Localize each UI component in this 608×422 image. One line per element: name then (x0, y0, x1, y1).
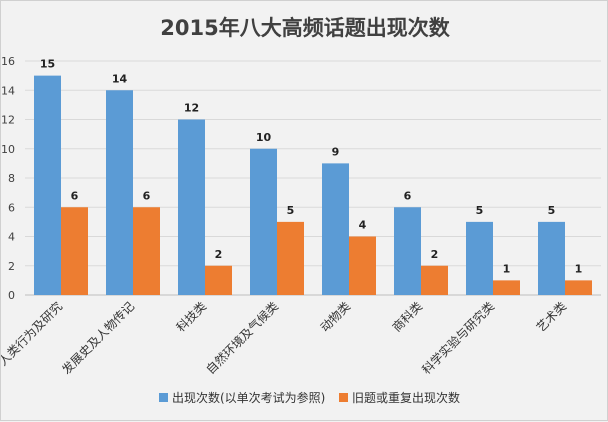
bar-occurrences (538, 221, 565, 295)
y-tick-label: 6 (8, 201, 15, 214)
data-label: 2 (215, 248, 223, 261)
legend-label: 旧题或重复出现次数 (352, 390, 460, 405)
data-label: 10 (256, 131, 272, 144)
bar-repeated (61, 207, 88, 295)
legend-label: 出现次数(以单次考试为参照) (172, 390, 325, 405)
data-label: 6 (71, 189, 79, 202)
bar-repeated (421, 265, 448, 295)
data-label: 2 (431, 248, 439, 261)
y-axis-ticks: 0 2 4 6 8 10 12 14 16 (1, 55, 15, 302)
bar-repeated (493, 280, 520, 295)
bar-repeated (349, 236, 376, 295)
y-tick-label: 8 (8, 172, 15, 185)
chart-title: 2015年八大高频话题出现次数 (160, 16, 450, 40)
bar-occurrences (34, 75, 61, 295)
data-label: 12 (184, 102, 199, 115)
data-label: 1 (503, 262, 511, 275)
legend-swatch (339, 393, 348, 402)
bar-repeated (205, 265, 232, 295)
x-tick-label: 艺术类 (534, 299, 569, 334)
data-label: 5 (476, 204, 484, 217)
y-tick-label: 4 (8, 231, 15, 244)
bar-occurrences (250, 148, 277, 295)
data-label: 6 (143, 189, 151, 202)
bar-occurrences (394, 207, 421, 295)
bar-occurrences (178, 119, 205, 295)
x-tick-label: 商科类 (389, 299, 425, 335)
data-label: 14 (112, 72, 128, 85)
y-tick-label: 12 (1, 114, 15, 127)
data-label: 9 (332, 145, 340, 158)
x-tick-label: 科技类 (174, 299, 209, 334)
y-tick-label: 0 (8, 289, 15, 302)
bar-occurrences (322, 163, 349, 295)
bar-repeated (565, 280, 592, 295)
bar-repeated (277, 221, 304, 295)
x-tick-label: 自然环境及气候类 (203, 299, 281, 377)
x-tick-label: 发展史及人物传记 (59, 299, 137, 377)
legend-swatch (159, 393, 168, 402)
data-label: 4 (359, 219, 367, 232)
data-label: 5 (287, 204, 295, 217)
data-label: 1 (575, 262, 583, 275)
x-tick-label: 动物类 (318, 299, 353, 334)
x-tick-label: 科学实验与研究类 (419, 299, 497, 377)
data-label: 6 (404, 189, 412, 202)
legend: 出现次数(以单次考试为参照) 旧题或重复出现次数 (159, 390, 460, 405)
y-tick-label: 10 (1, 143, 15, 156)
bar-repeated (133, 207, 160, 295)
y-tick-label: 2 (8, 260, 15, 273)
bar-occurrences (466, 221, 493, 295)
x-tick-label: 人类行为及研究 (1, 299, 65, 369)
data-label: 5 (548, 204, 556, 217)
y-tick-label: 14 (1, 84, 15, 97)
y-tick-label: 16 (1, 55, 15, 68)
bars (34, 75, 592, 295)
data-label: 15 (40, 58, 55, 71)
bar-occurrences (106, 90, 133, 295)
